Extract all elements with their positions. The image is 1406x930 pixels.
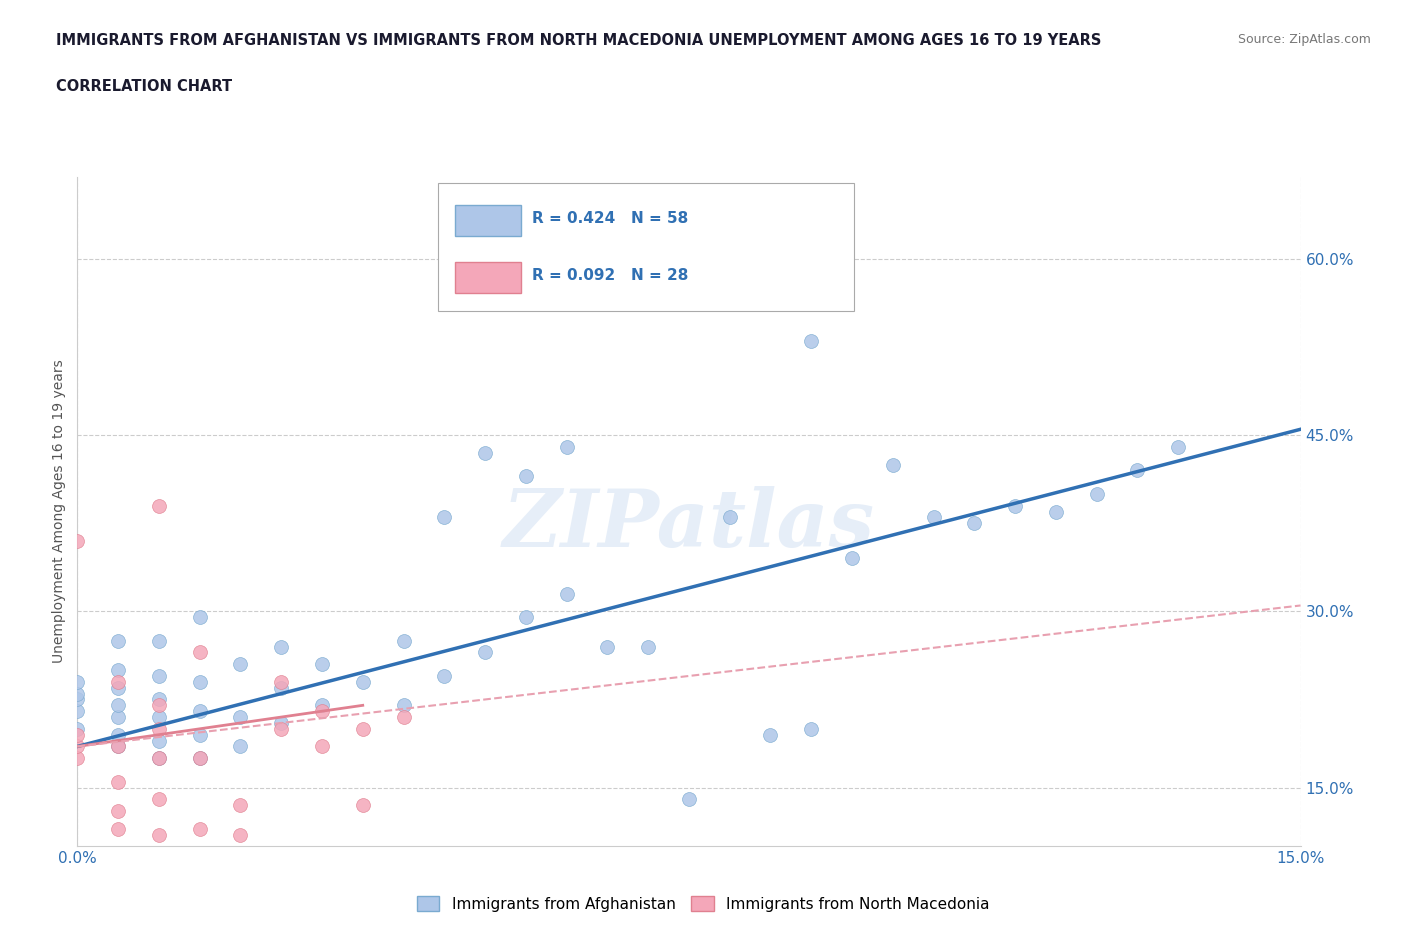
Point [188, 851, 211, 866]
Point [148, 498, 170, 513]
Point [515, 469, 537, 484]
Point [270, 639, 292, 654]
Point [1085, 486, 1108, 501]
Point [148, 633, 170, 648]
Point [188, 751, 211, 765]
Text: R = 0.092   N = 28: R = 0.092 N = 28 [533, 268, 689, 284]
Point [759, 727, 782, 742]
Point [392, 698, 415, 712]
Point [107, 821, 129, 836]
Point [148, 791, 170, 806]
Point [800, 334, 823, 349]
Point [66, 686, 89, 701]
Point [311, 704, 333, 719]
Point [1004, 498, 1026, 513]
Point [392, 710, 415, 724]
Point [148, 692, 170, 707]
Point [882, 457, 904, 472]
Point [1045, 504, 1067, 519]
Point [596, 639, 619, 654]
Point [474, 445, 496, 460]
Point [637, 639, 659, 654]
Point [678, 791, 700, 806]
Point [188, 645, 211, 660]
Point [963, 516, 986, 531]
Text: IMMIGRANTS FROM AFGHANISTAN VS IMMIGRANTS FROM NORTH MACEDONIA UNEMPLOYMENT AMON: IMMIGRANTS FROM AFGHANISTAN VS IMMIGRANT… [56, 33, 1102, 47]
Point [922, 510, 945, 525]
Point [352, 722, 374, 737]
Point [229, 710, 252, 724]
Point [270, 680, 292, 695]
FancyBboxPatch shape [456, 205, 522, 235]
FancyBboxPatch shape [456, 261, 522, 293]
Point [188, 674, 211, 689]
Point [229, 798, 252, 813]
Point [148, 751, 170, 765]
Point [66, 727, 89, 742]
Point [841, 551, 863, 566]
Point [66, 534, 89, 549]
Point [270, 715, 292, 730]
Text: R = 0.424   N = 58: R = 0.424 N = 58 [533, 211, 689, 226]
Point [311, 739, 333, 754]
Point [107, 775, 129, 790]
Point [515, 610, 537, 625]
Text: CORRELATION CHART: CORRELATION CHART [56, 79, 232, 94]
Point [107, 698, 129, 712]
Point [107, 739, 129, 754]
Point [107, 727, 129, 742]
Point [229, 739, 252, 754]
Point [1126, 463, 1149, 478]
Point [188, 751, 211, 765]
Point [1167, 440, 1189, 455]
Point [311, 657, 333, 671]
Text: Source: ZipAtlas.com: Source: ZipAtlas.com [1237, 33, 1371, 46]
Point [148, 710, 170, 724]
Point [188, 821, 211, 836]
Point [800, 722, 823, 737]
Point [188, 610, 211, 625]
Point [433, 510, 456, 525]
Point [66, 704, 89, 719]
Point [352, 674, 374, 689]
Point [107, 674, 129, 689]
Point [555, 440, 578, 455]
Y-axis label: Unemployment Among Ages 16 to 19 years: Unemployment Among Ages 16 to 19 years [52, 360, 66, 663]
Point [433, 669, 456, 684]
Legend: Immigrants from Afghanistan, Immigrants from North Macedonia: Immigrants from Afghanistan, Immigrants … [411, 889, 995, 918]
Point [107, 739, 129, 754]
Point [474, 645, 496, 660]
Point [66, 751, 89, 765]
Point [188, 727, 211, 742]
Text: ZIPatlas: ZIPatlas [503, 486, 875, 564]
Point [270, 722, 292, 737]
Point [188, 704, 211, 719]
Point [107, 633, 129, 648]
Point [66, 692, 89, 707]
Point [107, 804, 129, 818]
Point [66, 739, 89, 754]
Point [555, 586, 578, 601]
FancyBboxPatch shape [439, 183, 853, 311]
Point [229, 827, 252, 842]
Point [66, 722, 89, 737]
Point [148, 722, 170, 737]
Point [148, 751, 170, 765]
Point [352, 798, 374, 813]
Point [107, 710, 129, 724]
Point [270, 674, 292, 689]
Point [66, 674, 89, 689]
Point [148, 698, 170, 712]
Point [392, 633, 415, 648]
Point [718, 510, 741, 525]
Point [107, 680, 129, 695]
Point [148, 733, 170, 748]
Point [148, 669, 170, 684]
Point [229, 657, 252, 671]
Point [311, 698, 333, 712]
Point [107, 663, 129, 678]
Point [148, 827, 170, 842]
